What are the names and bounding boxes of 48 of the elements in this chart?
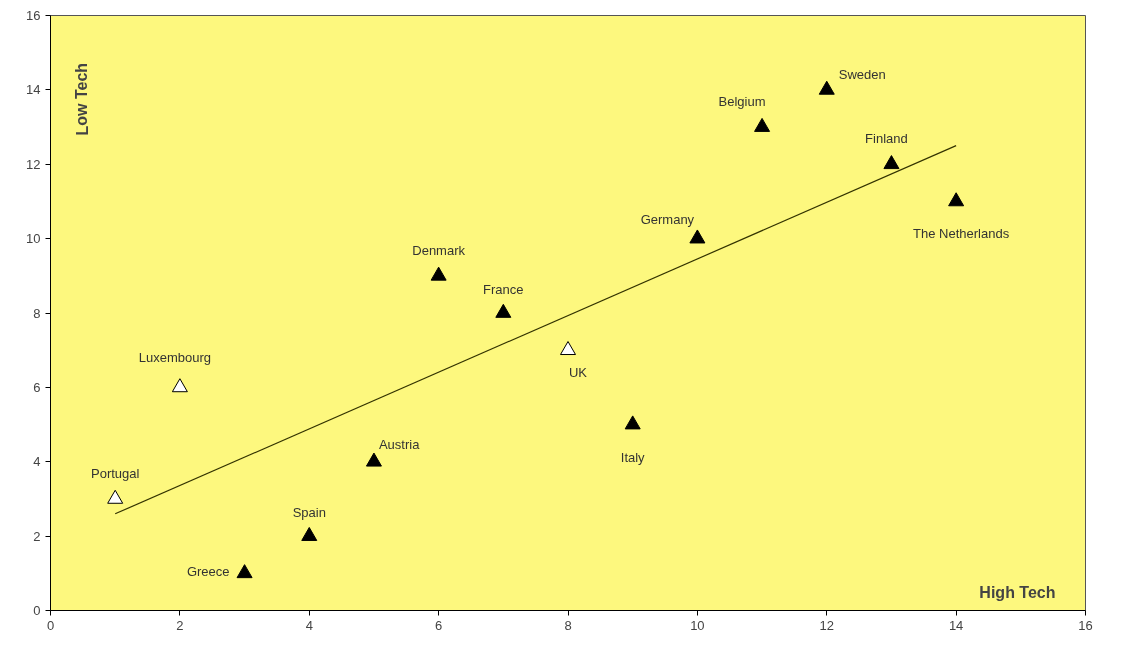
x-tick-label: 10 [690,617,705,633]
point [624,415,641,430]
x-tick-label: 0 [46,617,55,633]
y-tick-label: 16 [26,8,41,23]
y-tick-label: 6 [33,379,41,395]
y-tick-label: 0 [33,603,41,618]
point [301,526,318,541]
annotation: France [483,282,524,297]
y-tick-label: 14 [26,82,41,98]
x-tick-label: 2 [176,617,184,633]
x-tick-label: 14 [948,617,964,633]
x-tick-label: 4 [305,617,313,633]
point [171,378,188,393]
y-tick-label: 4 [33,454,41,470]
point [495,303,512,318]
annotation: Sweden [838,66,886,82]
annotation: Spain [292,505,326,521]
annotation: UK [568,365,588,381]
annotation: Portugal [90,465,140,481]
point [236,564,253,579]
y-tick-label: 2 [33,528,41,544]
y-tick-label: 10 [26,231,41,247]
point [883,155,900,170]
annotation: Belgium [718,94,766,110]
annotation: Luxembourg [138,350,212,366]
point [754,117,771,132]
annotation: Finland [865,131,908,147]
point [430,266,447,281]
y-tick-label: 12 [26,156,41,172]
annotation: Italy [620,449,646,465]
point [365,452,382,467]
x-tick-label: 8 [564,617,572,633]
x-tick-label: 6 [435,617,443,633]
x-tick-label: 12 [819,617,834,633]
point [948,192,965,207]
annotation: Greece [186,564,230,580]
x-tick-label: 16 [1078,617,1093,633]
annotation: Denmark [412,242,466,258]
point [689,229,706,244]
point [818,80,835,95]
x-axis-title: High Tech [979,583,1056,601]
y-tick-label: 8 [33,305,41,321]
y-axis-title: Low Tech [73,62,91,136]
point [560,341,576,356]
annotation: The Netherlands [913,226,1010,242]
annotation: Austria [378,436,421,452]
point [107,489,124,504]
annotation: Germany [640,211,695,227]
